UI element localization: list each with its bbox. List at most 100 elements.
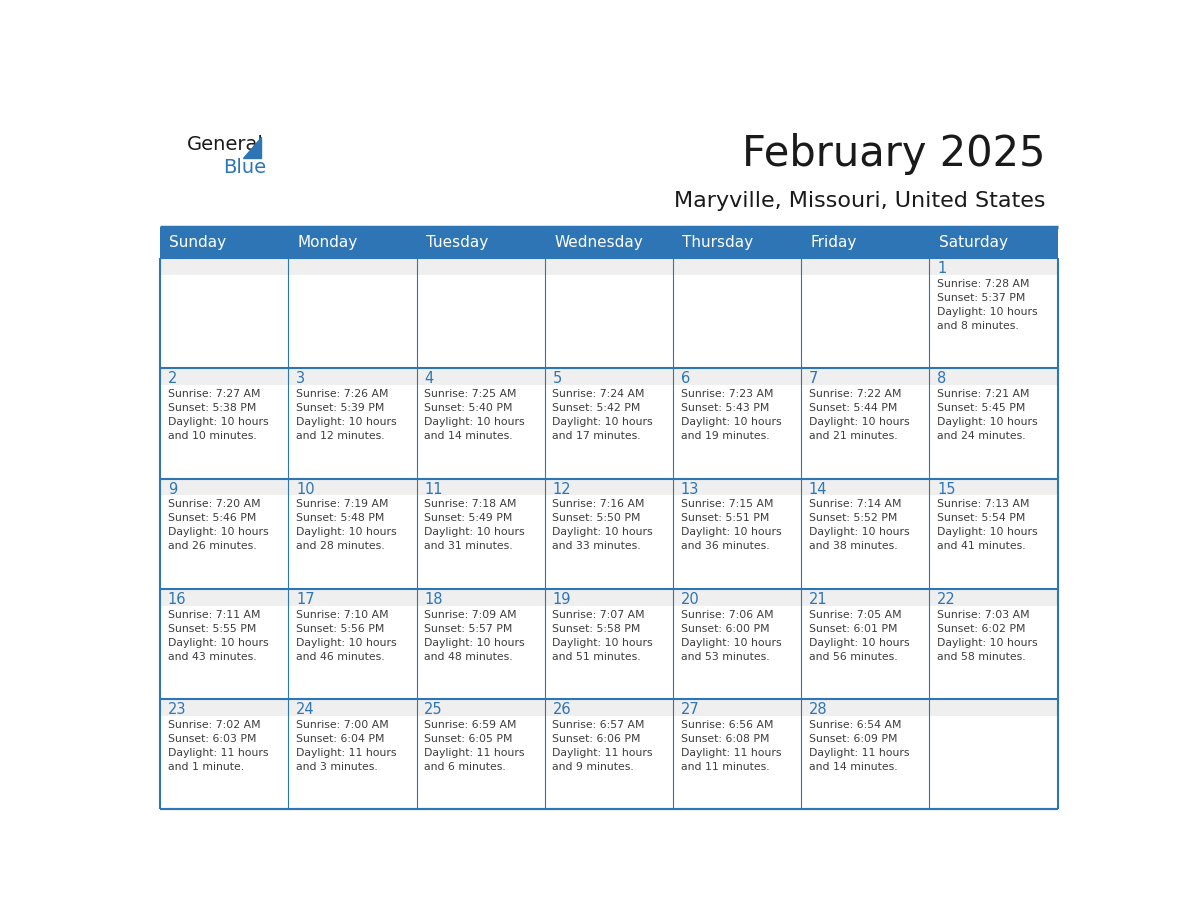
Bar: [545, 699, 672, 810]
Bar: [160, 588, 289, 699]
Bar: [289, 478, 417, 588]
Bar: [929, 368, 1057, 478]
Bar: [801, 368, 929, 478]
Text: 18: 18: [424, 592, 443, 607]
Text: Maryville, Missouri, United States: Maryville, Missouri, United States: [675, 191, 1045, 211]
Bar: [289, 699, 417, 810]
Bar: [417, 588, 545, 699]
Bar: [289, 368, 417, 478]
Bar: [801, 588, 929, 606]
Bar: [417, 368, 545, 386]
Text: 16: 16: [168, 592, 187, 607]
Bar: [672, 478, 801, 496]
Text: 10: 10: [296, 482, 315, 497]
Bar: [801, 368, 929, 386]
Bar: [417, 588, 545, 606]
Text: 12: 12: [552, 482, 571, 497]
Bar: [672, 699, 801, 716]
Bar: [417, 699, 545, 716]
Text: 7: 7: [809, 372, 819, 386]
Text: Friday: Friday: [810, 235, 857, 250]
Bar: [672, 258, 801, 274]
Text: Sunrise: 7:15 AM
Sunset: 5:51 PM
Daylight: 10 hours
and 36 minutes.: Sunrise: 7:15 AM Sunset: 5:51 PM Dayligh…: [681, 499, 782, 552]
Bar: [417, 258, 545, 274]
Bar: [417, 699, 545, 810]
Bar: [545, 699, 672, 716]
Bar: [545, 588, 672, 699]
Bar: [545, 368, 672, 386]
Bar: [289, 258, 417, 274]
Text: 1: 1: [937, 261, 947, 276]
Bar: [801, 258, 929, 274]
Text: Sunday: Sunday: [170, 235, 227, 250]
Bar: [929, 258, 1057, 368]
Text: 11: 11: [424, 482, 443, 497]
Text: 6: 6: [681, 372, 690, 386]
Bar: [545, 368, 672, 478]
Text: 13: 13: [681, 482, 699, 497]
Bar: [545, 258, 672, 368]
Text: Sunrise: 7:05 AM
Sunset: 6:01 PM
Daylight: 10 hours
and 56 minutes.: Sunrise: 7:05 AM Sunset: 6:01 PM Dayligh…: [809, 610, 910, 662]
Text: Blue: Blue: [223, 158, 266, 177]
Bar: [801, 258, 929, 368]
Text: 4: 4: [424, 372, 434, 386]
Bar: [929, 588, 1057, 699]
Bar: [160, 227, 1057, 258]
Text: General: General: [188, 135, 264, 154]
Bar: [929, 699, 1057, 716]
Text: Sunrise: 6:54 AM
Sunset: 6:09 PM
Daylight: 11 hours
and 14 minutes.: Sunrise: 6:54 AM Sunset: 6:09 PM Dayligh…: [809, 720, 909, 772]
Bar: [801, 588, 929, 699]
Text: Sunrise: 7:06 AM
Sunset: 6:00 PM
Daylight: 10 hours
and 53 minutes.: Sunrise: 7:06 AM Sunset: 6:00 PM Dayligh…: [681, 610, 782, 662]
Text: Sunrise: 7:14 AM
Sunset: 5:52 PM
Daylight: 10 hours
and 38 minutes.: Sunrise: 7:14 AM Sunset: 5:52 PM Dayligh…: [809, 499, 910, 552]
Text: 19: 19: [552, 592, 571, 607]
Text: Sunrise: 7:13 AM
Sunset: 5:54 PM
Daylight: 10 hours
and 41 minutes.: Sunrise: 7:13 AM Sunset: 5:54 PM Dayligh…: [937, 499, 1038, 552]
Bar: [672, 478, 801, 588]
Bar: [289, 588, 417, 699]
Bar: [160, 478, 289, 588]
Text: Monday: Monday: [298, 235, 358, 250]
Text: 24: 24: [296, 702, 315, 717]
Bar: [929, 699, 1057, 810]
Text: Sunrise: 6:56 AM
Sunset: 6:08 PM
Daylight: 11 hours
and 11 minutes.: Sunrise: 6:56 AM Sunset: 6:08 PM Dayligh…: [681, 720, 782, 772]
Bar: [160, 368, 289, 478]
Text: 8: 8: [937, 372, 947, 386]
Text: 25: 25: [424, 702, 443, 717]
Bar: [545, 258, 672, 274]
Text: 9: 9: [168, 482, 177, 497]
Text: Saturday: Saturday: [939, 235, 1007, 250]
Text: Sunrise: 7:25 AM
Sunset: 5:40 PM
Daylight: 10 hours
and 14 minutes.: Sunrise: 7:25 AM Sunset: 5:40 PM Dayligh…: [424, 389, 525, 441]
Text: 5: 5: [552, 372, 562, 386]
Bar: [929, 588, 1057, 606]
Bar: [160, 699, 289, 810]
Bar: [672, 368, 801, 478]
Text: Sunrise: 7:07 AM
Sunset: 5:58 PM
Daylight: 10 hours
and 51 minutes.: Sunrise: 7:07 AM Sunset: 5:58 PM Dayligh…: [552, 610, 653, 662]
Text: Sunrise: 7:24 AM
Sunset: 5:42 PM
Daylight: 10 hours
and 17 minutes.: Sunrise: 7:24 AM Sunset: 5:42 PM Dayligh…: [552, 389, 653, 441]
Bar: [929, 258, 1057, 274]
Bar: [672, 588, 801, 606]
Text: Sunrise: 7:02 AM
Sunset: 6:03 PM
Daylight: 11 hours
and 1 minute.: Sunrise: 7:02 AM Sunset: 6:03 PM Dayligh…: [168, 720, 268, 772]
Bar: [801, 699, 929, 810]
Text: 20: 20: [681, 592, 700, 607]
Text: Sunrise: 7:11 AM
Sunset: 5:55 PM
Daylight: 10 hours
and 43 minutes.: Sunrise: 7:11 AM Sunset: 5:55 PM Dayligh…: [168, 610, 268, 662]
Text: 15: 15: [937, 482, 955, 497]
Text: 26: 26: [552, 702, 571, 717]
Text: 14: 14: [809, 482, 827, 497]
Bar: [417, 368, 545, 478]
Bar: [289, 588, 417, 606]
Text: Sunrise: 7:16 AM
Sunset: 5:50 PM
Daylight: 10 hours
and 33 minutes.: Sunrise: 7:16 AM Sunset: 5:50 PM Dayligh…: [552, 499, 653, 552]
Text: February 2025: February 2025: [742, 133, 1045, 175]
Text: Sunrise: 6:57 AM
Sunset: 6:06 PM
Daylight: 11 hours
and 9 minutes.: Sunrise: 6:57 AM Sunset: 6:06 PM Dayligh…: [552, 720, 653, 772]
Text: Sunrise: 7:20 AM
Sunset: 5:46 PM
Daylight: 10 hours
and 26 minutes.: Sunrise: 7:20 AM Sunset: 5:46 PM Dayligh…: [168, 499, 268, 552]
Text: 27: 27: [681, 702, 700, 717]
Bar: [160, 478, 289, 496]
Bar: [289, 699, 417, 716]
Text: Sunrise: 7:21 AM
Sunset: 5:45 PM
Daylight: 10 hours
and 24 minutes.: Sunrise: 7:21 AM Sunset: 5:45 PM Dayligh…: [937, 389, 1038, 441]
Bar: [160, 368, 289, 386]
Bar: [929, 478, 1057, 588]
Text: Sunrise: 7:26 AM
Sunset: 5:39 PM
Daylight: 10 hours
and 12 minutes.: Sunrise: 7:26 AM Sunset: 5:39 PM Dayligh…: [296, 389, 397, 441]
Bar: [160, 588, 289, 606]
Text: Sunrise: 7:19 AM
Sunset: 5:48 PM
Daylight: 10 hours
and 28 minutes.: Sunrise: 7:19 AM Sunset: 5:48 PM Dayligh…: [296, 499, 397, 552]
Text: Sunrise: 7:00 AM
Sunset: 6:04 PM
Daylight: 11 hours
and 3 minutes.: Sunrise: 7:00 AM Sunset: 6:04 PM Dayligh…: [296, 720, 397, 772]
Text: Sunrise: 7:22 AM
Sunset: 5:44 PM
Daylight: 10 hours
and 21 minutes.: Sunrise: 7:22 AM Sunset: 5:44 PM Dayligh…: [809, 389, 910, 441]
Text: Sunrise: 7:27 AM
Sunset: 5:38 PM
Daylight: 10 hours
and 10 minutes.: Sunrise: 7:27 AM Sunset: 5:38 PM Dayligh…: [168, 389, 268, 441]
